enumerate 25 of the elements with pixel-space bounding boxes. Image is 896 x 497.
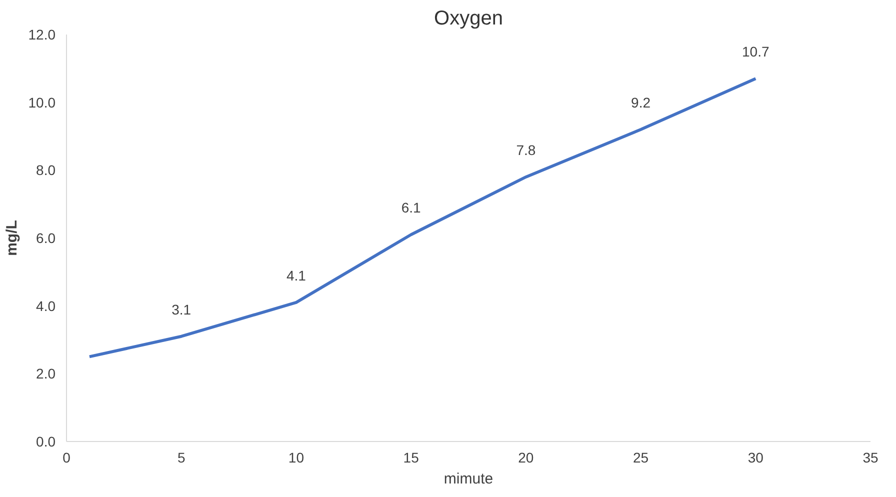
x-tick-label: 35 — [862, 450, 878, 466]
data-label: 6.1 — [401, 200, 422, 216]
y-tick-label: 8.0 — [36, 162, 56, 178]
x-tick-label: 20 — [518, 450, 534, 466]
y-tick-label: 6.0 — [36, 230, 56, 246]
line-series — [88, 77, 758, 358]
x-tick-label: 30 — [748, 450, 764, 466]
x-tick-label: 25 — [633, 450, 649, 466]
data-label: 9.2 — [631, 94, 651, 110]
data-label: 4.1 — [286, 267, 306, 284]
y-tick-label: 4.0 — [36, 298, 56, 314]
data-label: 7.8 — [516, 142, 536, 158]
chart-title: Oxygen — [434, 8, 503, 30]
x-tick-label: 5 — [177, 450, 186, 466]
x-axis-title: mimute — [444, 470, 494, 488]
x-tick-label: 10 — [288, 450, 304, 466]
x-tick-label: 0 — [62, 450, 71, 466]
y-axis-title: mg/L — [3, 220, 20, 256]
y-tick-label: 2.0 — [36, 366, 56, 382]
y-tick-label: 12.0 — [28, 26, 56, 42]
data-label: 10.7 — [742, 44, 770, 60]
y-tick-label: 0.0 — [36, 434, 56, 450]
data-label: 3.1 — [172, 301, 192, 318]
x-tick-label: 15 — [403, 450, 420, 466]
y-tick-label: 10.0 — [28, 94, 56, 110]
